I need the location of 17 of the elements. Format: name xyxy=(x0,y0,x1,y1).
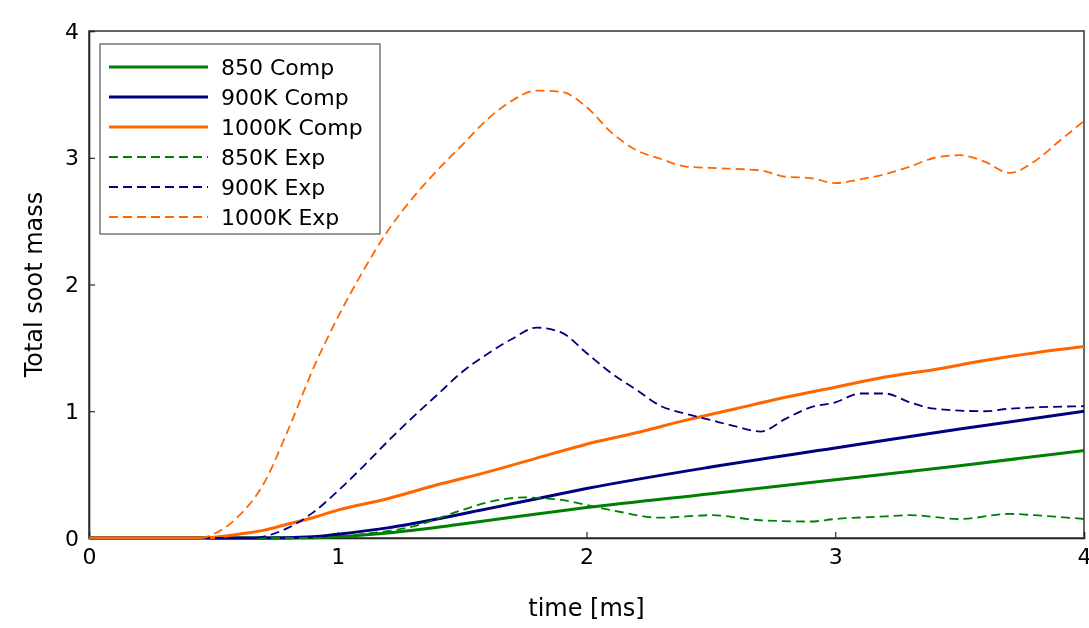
x-tick-label: 0 xyxy=(82,543,97,569)
x-tick-label: 3 xyxy=(828,543,843,569)
legend-label: 1000K Comp xyxy=(221,115,363,140)
legend-label: 850 Comp xyxy=(221,55,335,80)
y-tick-label: 2 xyxy=(65,272,79,298)
x-tick-label: 1 xyxy=(331,543,346,569)
y-axis-title: Total soot mass xyxy=(20,191,48,379)
y-tick-label: 0 xyxy=(65,525,79,551)
legend-label: 900K Exp xyxy=(221,175,326,200)
legend-label: 900K Comp xyxy=(221,85,349,110)
y-tick-label: 1 xyxy=(65,398,79,424)
y-tick-label: 4 xyxy=(65,18,79,44)
legend-label: 1000K Exp xyxy=(221,205,340,230)
y-tick-label: 3 xyxy=(65,145,79,171)
x-tick-label: 2 xyxy=(580,543,594,569)
legend-label: 850K Exp xyxy=(221,145,326,170)
x-axis-title: time [ms] xyxy=(528,594,645,622)
